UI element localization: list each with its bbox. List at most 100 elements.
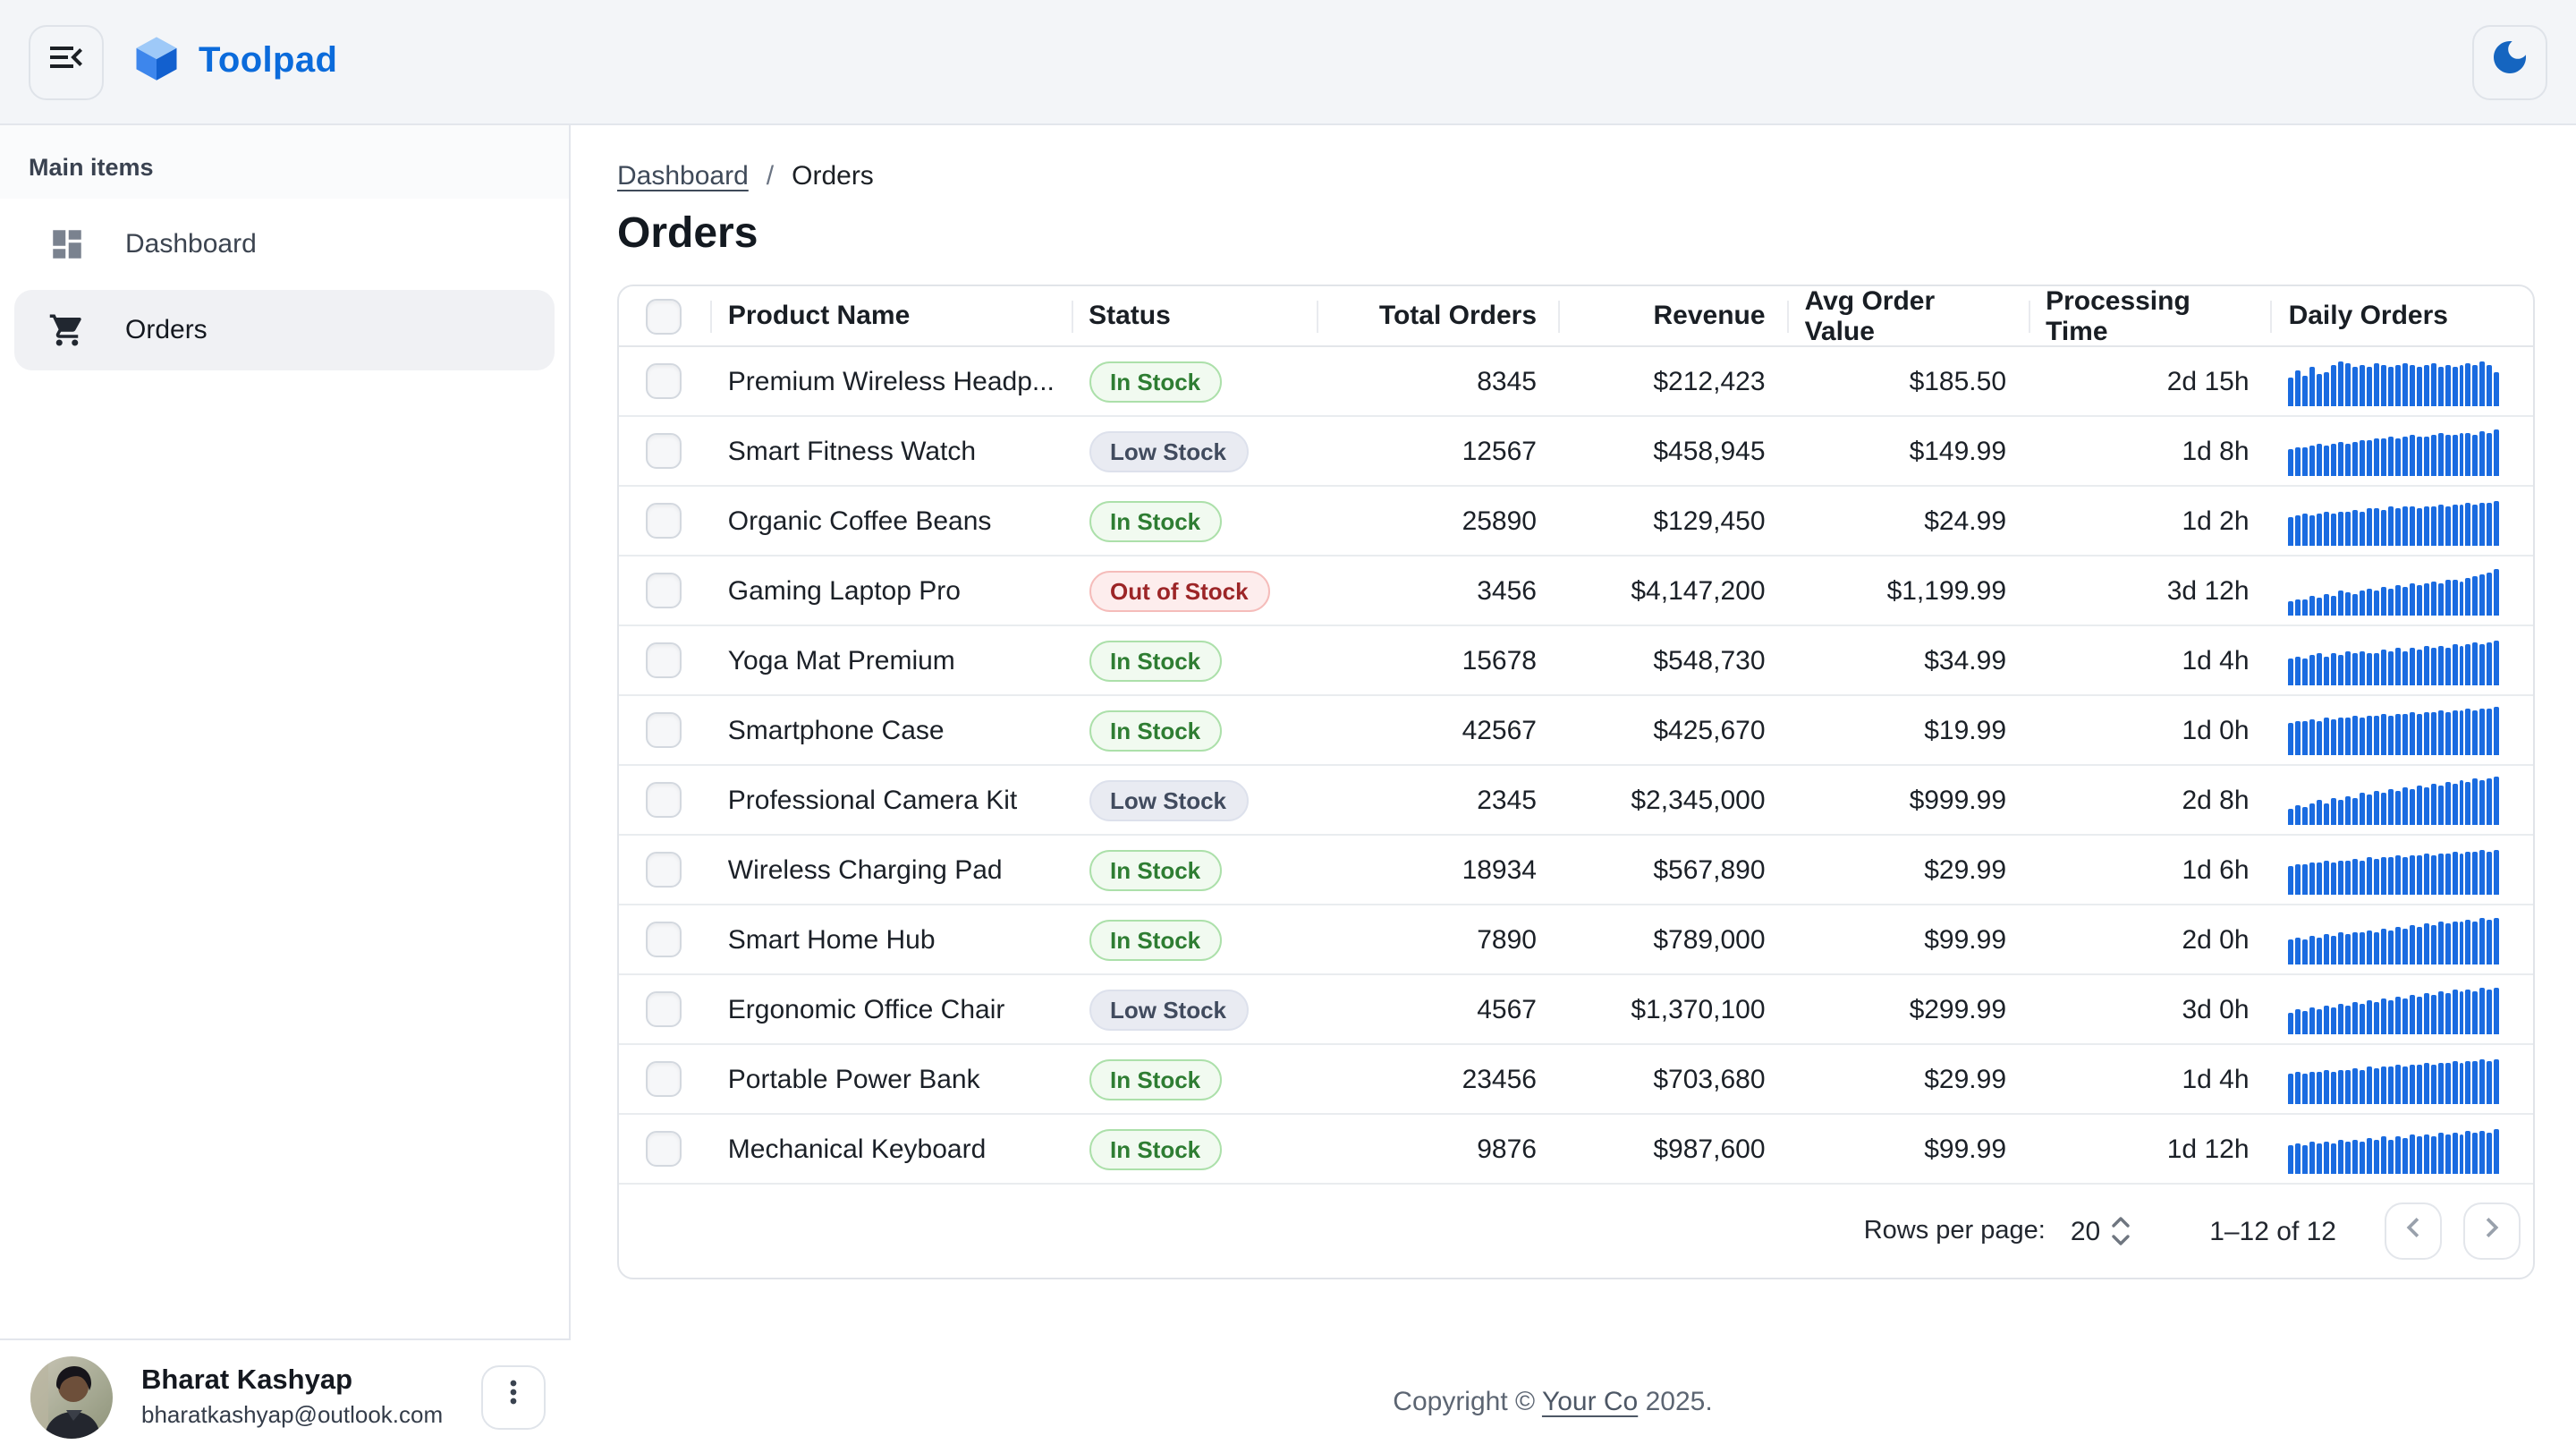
rows-per-page-value[interactable]: 20 <box>2070 1216 2101 1246</box>
table-row: Smart Home Hub In Stock 7890 $789,000 $99.99… <box>619 905 2533 975</box>
processing-time-cell: 1d 4h <box>2182 645 2250 676</box>
select-all-header-cell[interactable] <box>619 286 710 345</box>
row-select-cell <box>619 836 710 904</box>
collapse-sidebar-button[interactable] <box>29 24 104 99</box>
revenue-cell: $789,000 <box>1653 924 1766 955</box>
row-checkbox[interactable] <box>646 712 682 748</box>
total-orders-cell: 7890 <box>1477 924 1537 955</box>
total-orders-cell: 2345 <box>1477 785 1537 815</box>
table-row: Ergonomic Office Chair Low Stock 4567 $1,37… <box>619 975 2533 1045</box>
processing-time-cell: 2d 8h <box>2182 785 2250 815</box>
daily-orders-cell <box>2271 905 2533 973</box>
daily-orders-cell <box>2271 836 2533 904</box>
row-select-cell <box>619 766 710 834</box>
column-header-revenue[interactable]: Revenue <box>1558 286 1787 345</box>
product-name-cell: Organic Coffee Beans <box>710 487 1071 555</box>
column-header-processing_time[interactable]: Processing Time <box>2028 286 2271 346</box>
select-all-checkbox[interactable] <box>646 298 682 334</box>
dashboard-icon <box>47 225 86 264</box>
breadcrumb-separator: / <box>766 161 775 191</box>
processing-time-cell: 3d 0h <box>2182 994 2250 1024</box>
column-header-product[interactable]: Product Name <box>709 286 1071 345</box>
rows-per-page-stepper[interactable] <box>2107 1211 2134 1251</box>
sidebar: Main items Dashboard Orders <box>0 125 571 1453</box>
table-row: Smartphone Case In Stock 42567 $425,670 $19.… <box>619 696 2533 766</box>
row-select-cell <box>619 1045 710 1113</box>
row-checkbox[interactable] <box>646 363 682 399</box>
row-checkbox[interactable] <box>646 573 682 608</box>
row-checkbox[interactable] <box>646 922 682 957</box>
table-row: Premium Wireless Headp... In Stock 8345 $21… <box>619 347 2533 417</box>
processing-time-cell: 1d 0h <box>2182 715 2250 745</box>
status-badge-in-stock: In Stock <box>1089 361 1223 402</box>
chevron-right-icon <box>2472 1208 2512 1254</box>
user-menu-button[interactable] <box>481 1364 546 1429</box>
sidebar-item-orders[interactable]: Orders <box>14 290 555 370</box>
table-row: Organic Coffee Beans In Stock 25890 $129,45… <box>619 487 2533 557</box>
avg-order-value-cell: $34.99 <box>1924 645 2007 676</box>
daily-orders-sparkline <box>2288 427 2500 475</box>
status-cell: In Stock <box>1071 696 1318 764</box>
footer: Copyright © Your Co 2025. <box>571 1387 2535 1417</box>
product-name-cell: Portable Power Bank <box>710 1045 1071 1113</box>
column-header-status[interactable]: Status <box>1071 286 1317 345</box>
product-name: Gaming Laptop Pro <box>727 575 961 606</box>
top-header-bar: Toolpad <box>0 0 2576 125</box>
status-cell: Low Stock <box>1071 417 1318 485</box>
total-orders-cell: 18934 <box>1462 854 1537 885</box>
status-badge-in-stock: In Stock <box>1089 500 1223 541</box>
column-header-daily_orders[interactable]: Daily Orders <box>2270 286 2533 345</box>
brand[interactable]: Toolpad <box>132 33 337 90</box>
revenue-cell: $458,945 <box>1653 436 1766 466</box>
page-title: Orders <box>617 209 758 258</box>
user-name: Bharat Kashyap <box>141 1364 353 1396</box>
prev-page-button[interactable] <box>2385 1202 2442 1260</box>
status-cell: In Stock <box>1071 1045 1318 1113</box>
breadcrumb-link-dashboard[interactable]: Dashboard <box>617 161 749 191</box>
status-badge-out-of-stock: Out of Stock <box>1089 570 1270 611</box>
status-badge-low-stock: Low Stock <box>1089 779 1249 820</box>
avg-order-value-cell: $19.99 <box>1924 715 2007 745</box>
product-name: Organic Coffee Beans <box>727 506 992 536</box>
product-name: Professional Camera Kit <box>727 785 1018 815</box>
table-row: Professional Camera Kit Low Stock 2345 $2,3… <box>619 766 2533 836</box>
daily-orders-sparkline <box>2288 915 2500 964</box>
column-header-avg_order_value[interactable]: Avg Order Value <box>1786 286 2029 346</box>
breadcrumb-current: Orders <box>792 161 874 191</box>
row-checkbox[interactable] <box>646 991 682 1027</box>
your-co-link[interactable]: Your Co <box>1541 1387 1639 1417</box>
total-orders-cell: 3456 <box>1477 575 1537 606</box>
row-select-cell <box>619 905 710 973</box>
total-orders-cell: 23456 <box>1462 1064 1537 1094</box>
daily-orders-sparkline <box>2288 497 2500 545</box>
row-checkbox[interactable] <box>646 1131 682 1167</box>
product-name-cell: Smart Home Hub <box>710 905 1071 973</box>
product-name: Portable Power Bank <box>727 1064 980 1094</box>
avg-order-value-cell: $29.99 <box>1924 854 2007 885</box>
status-cell: In Stock <box>1071 626 1318 694</box>
column-header-total_orders[interactable]: Total Orders <box>1317 286 1559 345</box>
processing-time-cell: 1d 12h <box>2166 1134 2250 1164</box>
daily-orders-cell <box>2271 766 2533 834</box>
total-orders-cell: 42567 <box>1462 715 1537 745</box>
row-checkbox[interactable] <box>646 642 682 678</box>
theme-toggle-button[interactable] <box>2472 24 2547 99</box>
status-badge-in-stock: In Stock <box>1089 1058 1223 1100</box>
processing-time-cell: 1d 2h <box>2182 506 2250 536</box>
row-checkbox[interactable] <box>646 433 682 469</box>
next-page-button[interactable] <box>2463 1202 2521 1260</box>
row-checkbox[interactable] <box>646 1061 682 1097</box>
copyright-text: Copyright © <box>1393 1387 1542 1417</box>
table-header-row: Product Name Status Total Orders Revenue Avg… <box>619 286 2533 347</box>
sidebar-item-dashboard[interactable]: Dashboard <box>14 204 555 285</box>
avg-order-value-cell: $1,199.99 <box>1886 575 2007 606</box>
row-checkbox[interactable] <box>646 503 682 539</box>
row-checkbox[interactable] <box>646 852 682 888</box>
row-checkbox[interactable] <box>646 782 682 818</box>
processing-time-cell: 2d 15h <box>2166 366 2250 396</box>
daily-orders-cell <box>2271 1045 2533 1113</box>
shopping-cart-icon <box>47 310 86 350</box>
table-row: Yoga Mat Premium In Stock 15678 $548,730 $34… <box>619 626 2533 696</box>
product-name: Smartphone Case <box>727 715 945 745</box>
avatar[interactable] <box>30 1355 113 1438</box>
